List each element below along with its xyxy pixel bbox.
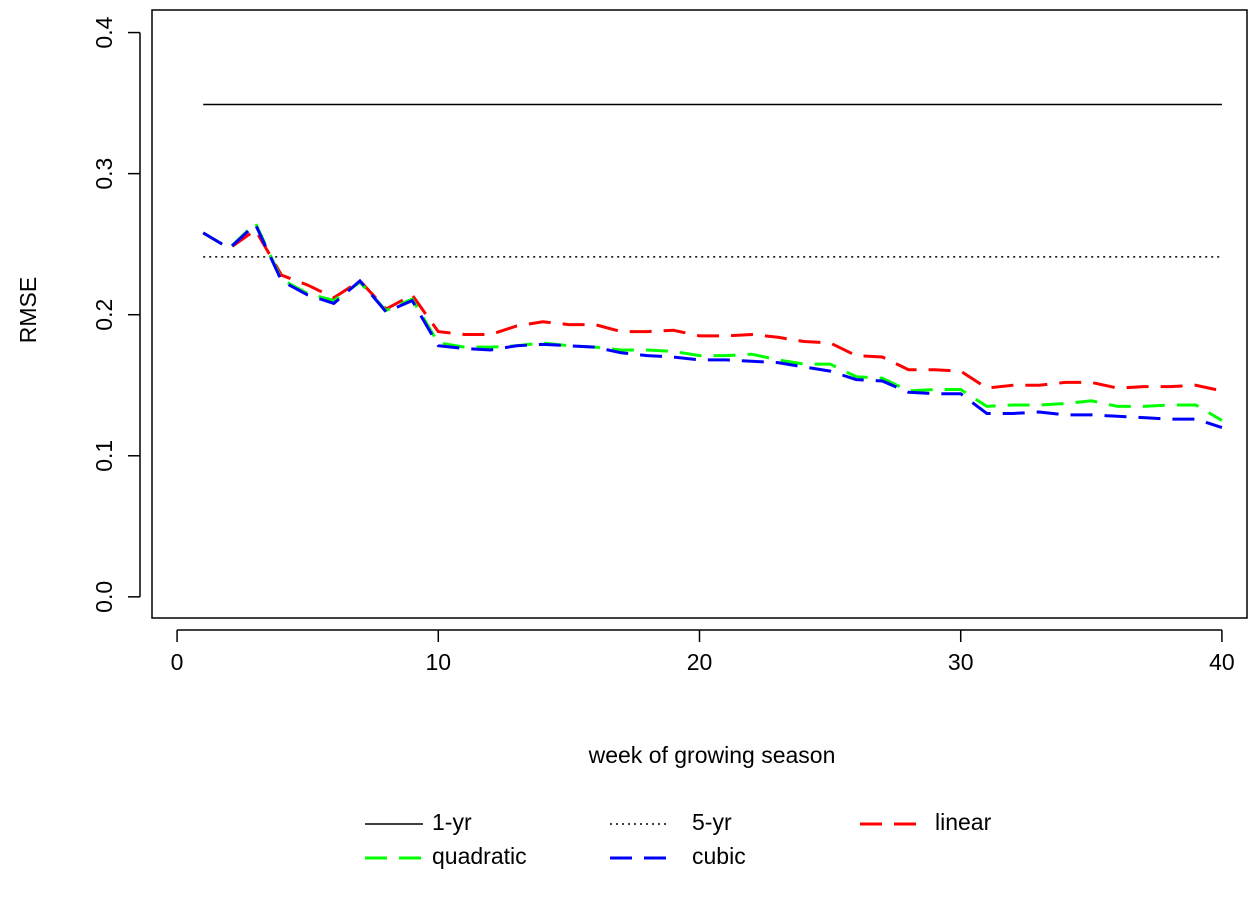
x-tick-label: 20 — [687, 649, 713, 675]
x-tick-label: 10 — [425, 649, 451, 675]
y-tick-label: 0.0 — [91, 581, 117, 613]
x-tick-label: 40 — [1209, 649, 1235, 675]
x-tick-label: 0 — [171, 649, 184, 675]
x-axis-label: week of growing season — [588, 742, 836, 768]
series-line — [202, 220, 1223, 422]
y-axis-label: RMSE — [15, 277, 41, 343]
legend-label: 1-yr — [432, 809, 472, 835]
legend-label: cubic — [692, 843, 746, 869]
legend-label: linear — [935, 809, 992, 835]
y-tick-label: 0.2 — [91, 299, 117, 331]
y-tick-label: 0.3 — [91, 158, 117, 190]
y-tick-label: 0.4 — [91, 16, 117, 48]
legend-label: 5-yr — [692, 809, 732, 835]
plot-box — [151, 9, 1248, 619]
series-line — [202, 221, 1223, 429]
x-tick-label: 30 — [948, 649, 974, 675]
y-tick-label: 0.1 — [91, 440, 117, 472]
legend-label: quadratic — [432, 843, 527, 869]
series-line — [202, 227, 1223, 393]
